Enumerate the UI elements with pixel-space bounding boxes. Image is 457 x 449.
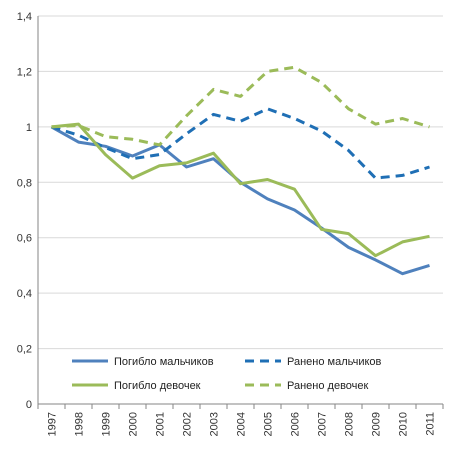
- x-tick-label: 2008: [344, 412, 356, 436]
- series-line: [51, 65, 430, 147]
- y-tick-label: 0: [26, 399, 32, 411]
- legend-label: Погибло девочек: [114, 380, 201, 392]
- x-tick-label: 2010: [398, 412, 410, 436]
- x-tick-label: 2006: [290, 412, 302, 436]
- y-tick-label: 1: [26, 122, 32, 134]
- x-tick-label: 2000: [128, 412, 140, 436]
- x-tick-label: 1999: [101, 412, 113, 436]
- x-tick-label: 1997: [47, 412, 59, 436]
- x-tick-label: 2003: [209, 412, 221, 436]
- gridlines: [38, 15, 443, 350]
- y-tick-label: 0,6: [17, 233, 32, 245]
- series-line: [51, 122, 430, 258]
- x-tick-label: 2001: [155, 412, 167, 436]
- x-tick-label: 2009: [371, 412, 383, 436]
- legend-label: Ранено мальчиков: [287, 356, 382, 368]
- x-tick-label: 2002: [182, 412, 194, 436]
- x-tick-label: 2007: [317, 412, 329, 436]
- series-line: [51, 107, 430, 180]
- y-tick-label: 0,8: [17, 177, 32, 189]
- y-tick-label: 0,2: [17, 344, 32, 356]
- y-axis: 0 0,2 0,4 0,6 0,8 1 1,2 1,4: [17, 11, 39, 411]
- y-tick-label: 1,4: [17, 11, 32, 23]
- series-lines: [50, 65, 430, 276]
- x-tick-label: 2004: [236, 412, 248, 436]
- legend-label: Ранено девочек: [287, 380, 369, 392]
- x-tick-label: 2005: [263, 412, 275, 436]
- x-tick-label: 1998: [74, 412, 86, 436]
- y-tick-label: 0,4: [17, 288, 32, 300]
- legend: Погибло мальчиков Ранено мальчиков Погибло…: [72, 356, 382, 392]
- legend-label: Погибло мальчиков: [114, 356, 214, 368]
- x-axis: 1997 1998 1999 2000 2001 2002 2003 2004 2005 2006…: [37, 403, 444, 436]
- x-tick-label: 2011: [425, 412, 437, 436]
- y-tick-label: 1,2: [17, 66, 32, 78]
